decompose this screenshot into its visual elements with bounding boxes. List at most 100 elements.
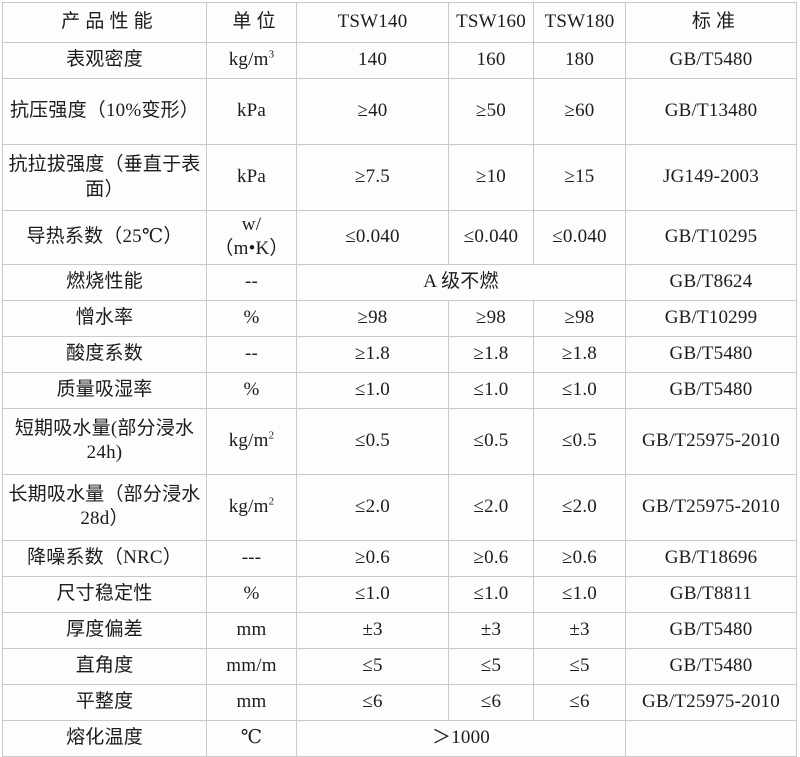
cell-standard: GB/T8624 [625,263,797,301]
table-row: 厚度偏差 mm ±3 ±3 ±3 GB/T5480 [2,611,797,649]
unit-text: kPa [236,100,267,122]
cell-standard [625,719,797,757]
cell-tsw180: ≤0.5 [533,407,626,475]
unit-text: kg/m [228,495,269,517]
cell-tsw140: ≤2.0 [296,473,449,541]
cell-tsw160: ±3 [448,611,534,649]
cell-standard: GB/T5480 [625,611,797,649]
cell-tsw140: ≤1.0 [296,371,449,409]
unit-text: kPa [236,166,267,188]
cell-standard: GB/T25975-2010 [625,473,797,541]
cell-tsw140: ±3 [296,611,449,649]
cell-property: 抗拉拔强度（垂直于表面） [2,144,207,211]
cell-tsw160: ≥98 [448,299,534,337]
cell-unit: mm/m [206,647,297,685]
cell-tsw180: ≤1.0 [533,575,626,613]
cell-unit: % [206,299,297,337]
cell-unit: ℃ [206,719,297,757]
cell-property: 憎水率 [2,299,207,337]
cell-tsw180: ≥60 [533,78,626,145]
cell-tsw160: ≤0.040 [448,210,534,265]
cell-tsw160: ≤1.0 [448,575,534,613]
cell-property: 熔化温度 [2,719,207,757]
cell-tsw160: 160 [448,42,534,79]
header-cell-unit: 单 位 [206,2,297,43]
cell-tsw140: 140 [296,42,449,79]
cell-tsw140: ≤0.5 [296,407,449,475]
cell-unit: kPa [206,78,297,145]
cell-property: 厚度偏差 [2,611,207,649]
cell-tsw180: ≤0.040 [533,210,626,265]
cell-merged-value: ＞1000 [296,719,626,757]
cell-unit: w/（m•K） [206,210,297,265]
cell-property: 质量吸湿率 [2,371,207,409]
cell-unit: kPa [206,144,297,211]
cell-standard: JG149-2003 [625,144,797,211]
cell-tsw160: ≥10 [448,144,534,211]
table-row: 导热系数（25℃） w/（m•K） ≤0.040 ≤0.040 ≤0.040 G… [2,210,797,265]
cell-tsw180: ≥15 [533,144,626,211]
cell-tsw140: ≥1.8 [296,335,449,373]
cell-standard: GB/T10299 [625,299,797,337]
cell-unit: kg/m3 [206,42,297,79]
cell-property: 抗压强度（10%变形） [2,78,207,145]
cell-property: 长期吸水量（部分浸水 28d） [2,473,207,541]
cell-property: 尺寸稳定性 [2,575,207,613]
unit-exponent: 3 [268,49,275,62]
cell-property: 表观密度 [2,42,207,79]
cell-unit: % [206,575,297,613]
table-row: 直角度 mm/m ≤5 ≤5 ≤5 GB/T5480 [2,647,797,685]
cell-tsw140: ≤1.0 [296,575,449,613]
unit-exponent: 2 [268,429,275,442]
cell-standard: GB/T5480 [625,42,797,79]
cell-tsw180: ≥0.6 [533,539,626,577]
cell-property: 燃烧性能 [2,263,207,301]
cell-standard: GB/T5480 [625,371,797,409]
cell-tsw140: ≤0.040 [296,210,449,265]
cell-standard: GB/T5480 [625,647,797,685]
cell-standard: GB/T25975-2010 [625,683,797,721]
cell-tsw180: ≥98 [533,299,626,337]
header-cell-property: 产 品 性 能 [2,2,207,43]
header-cell-tsw160: TSW160 [448,2,534,43]
cell-unit: --- [206,539,297,577]
table-row: 降噪系数（NRC） --- ≥0.6 ≥0.6 ≥0.6 GB/T18696 [2,539,797,577]
cell-property: 酸度系数 [2,335,207,373]
cell-property: 短期吸水量(部分浸水 24h) [2,407,207,475]
cell-unit: mm [206,611,297,649]
table-row: 燃烧性能 -- A 级不燃 GB/T8624 [2,263,797,301]
header-cell-standard: 标 准 [625,2,797,43]
cell-property: 降噪系数（NRC） [2,539,207,577]
table-row: 抗拉拔强度（垂直于表面） kPa ≥7.5 ≥10 ≥15 JG149-2003 [2,144,797,211]
table-row: 尺寸稳定性 % ≤1.0 ≤1.0 ≤1.0 GB/T8811 [2,575,797,613]
cell-tsw180: ±3 [533,611,626,649]
header-cell-tsw180: TSW180 [533,2,626,43]
cell-unit: -- [206,263,297,301]
cell-unit: -- [206,335,297,373]
unit-text: w/（m•K） [214,214,289,260]
cell-tsw140: ≥0.6 [296,539,449,577]
table-header-row: 产 品 性 能 单 位 TSW140 TSW160 TSW180 标 准 [2,2,797,43]
cell-merged-value: A 级不燃 [296,263,626,301]
cell-unit: kg/m2 [206,473,297,541]
cell-standard: GB/T25975-2010 [625,407,797,475]
cell-tsw160: ≤2.0 [448,473,534,541]
cell-tsw160: ≤0.5 [448,407,534,475]
cell-standard: GB/T8811 [625,575,797,613]
cell-standard: GB/T5480 [625,335,797,373]
cell-property: 导热系数（25℃） [2,210,207,265]
cell-tsw160: ≥50 [448,78,534,145]
cell-tsw140: ≥40 [296,78,449,145]
cell-tsw160: ≥1.8 [448,335,534,373]
cell-unit: kg/m2 [206,407,297,475]
unit-text: kg/m [228,429,269,451]
cell-standard: GB/T10295 [625,210,797,265]
cell-tsw140: ≥98 [296,299,449,337]
table-row: 长期吸水量（部分浸水 28d） kg/m2 ≤2.0 ≤2.0 ≤2.0 GB/… [2,473,797,541]
table-row: 酸度系数 -- ≥1.8 ≥1.8 ≥1.8 GB/T5480 [2,335,797,373]
cell-tsw160: ≤1.0 [448,371,534,409]
table-row: 表观密度 kg/m3 140 160 180 GB/T5480 [2,42,797,79]
table-row: 平整度 mm ≤6 ≤6 ≤6 GB/T25975-2010 [2,683,797,721]
cell-standard: GB/T13480 [625,78,797,145]
cell-tsw180: ≤1.0 [533,371,626,409]
